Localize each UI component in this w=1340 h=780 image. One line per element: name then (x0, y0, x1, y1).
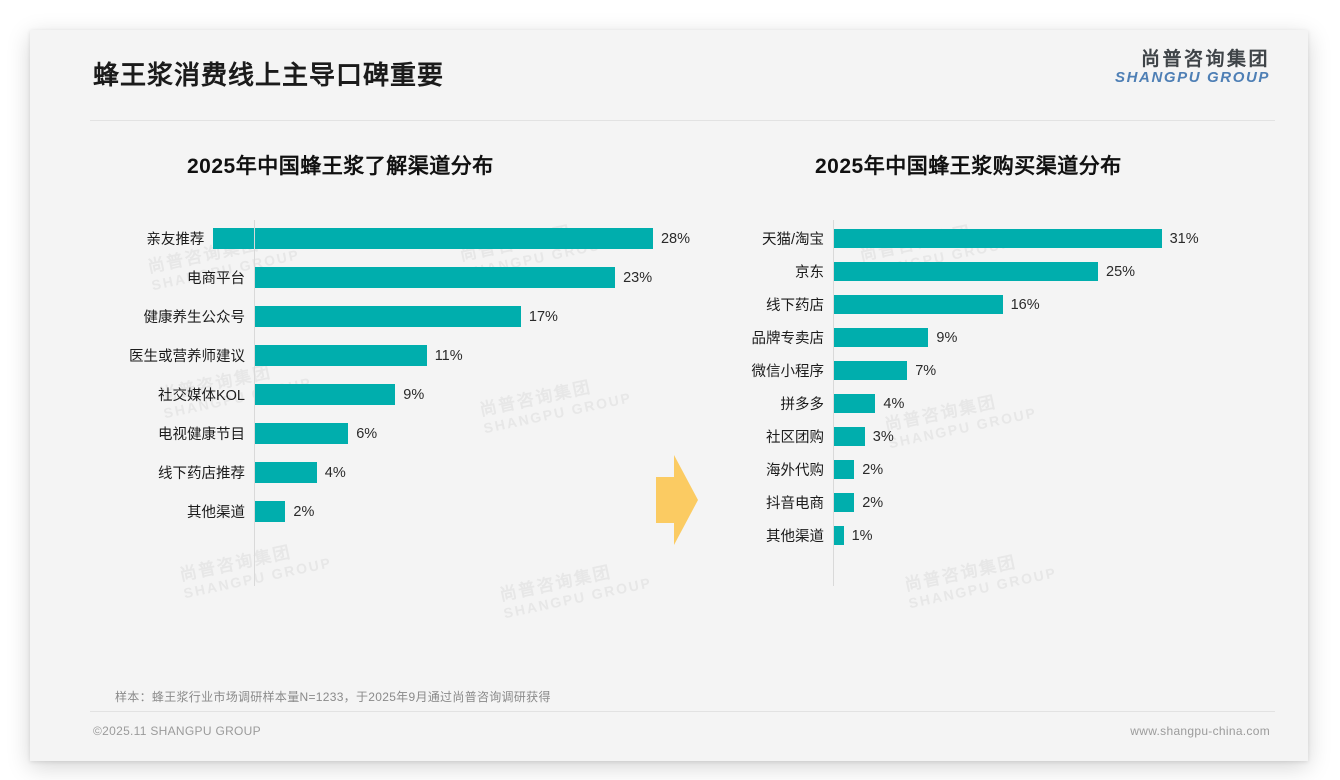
bar-row: 健康养生公众号 17% (90, 306, 690, 327)
bar-row: 亲友推荐 28% (90, 228, 690, 249)
bar-row: 品牌专卖店 9% (720, 327, 1280, 348)
bar-row: 拼多多 4% (720, 393, 1280, 414)
bar-row: 微信小程序 7% (720, 360, 1280, 381)
bar-category-label: 天猫/淘宝 (761, 232, 824, 248)
bar-category-label: 品牌专卖店 (751, 331, 825, 347)
bar (833, 328, 929, 347)
bar (254, 384, 396, 405)
bar (833, 526, 844, 545)
bar-row: 天猫/淘宝 31% (720, 228, 1280, 249)
bar-value-label: 2% (293, 503, 315, 520)
bar-category-label: 社交媒体KOL (157, 388, 245, 404)
bar-category-label: 其他渠道 (766, 529, 824, 545)
bar-category-label: 海外代购 (766, 463, 824, 479)
chart-title: 2025年中国蜂王浆了解渠道分布 (187, 155, 494, 178)
bar-value-label: 17% (528, 308, 558, 325)
bar-category-label: 线下药店 (766, 298, 824, 314)
bar-chart-purchase: 天猫/淘宝 31% 京东 25% 线下药店 16% 品牌专卖店 9% 微信小程序 7% 拼多多 4% 社… (720, 220, 1280, 586)
watermark-en: SHANGPU GROUP (182, 553, 334, 601)
watermark-en: SHANGPU GROUP (907, 563, 1059, 611)
bar (254, 267, 616, 288)
bar (254, 501, 286, 522)
bar-chart-awareness: 亲友推荐 28% 电商平台 23% 健康养生公众号 17% 医生或营养师建议 11% 社交媒体K… (90, 220, 690, 586)
bar-value-label: 9% (936, 329, 958, 346)
bar (833, 460, 855, 479)
chart-axis-line (833, 220, 834, 586)
bar-value-label: 2% (862, 494, 884, 511)
copyright-text: ©2025.11 SHANGPU GROUP (93, 724, 261, 738)
bar-category-label: 健康养生公众号 (143, 310, 246, 326)
bar-category-label: 社区团购 (766, 430, 824, 446)
bar (213, 228, 653, 249)
bar-value-label: 23% (623, 269, 653, 286)
bar-row: 海外代购 2% (720, 459, 1280, 480)
brand-logo: 尚普咨询集团 SHANGPU GROUP (1115, 50, 1270, 86)
bar-row: 社区团购 3% (720, 426, 1280, 447)
bar-category-label: 电商平台 (187, 271, 245, 287)
bar (833, 361, 908, 380)
slide-card: 蜂王浆消费线上主导口碑重要 尚普咨询集团 SHANGPU GROUP 尚普咨询集… (30, 30, 1308, 761)
bar (833, 295, 1003, 314)
bar-row: 医生或营养师建议 11% (90, 345, 690, 366)
watermark: 尚普咨询集团 SHANGPU GROUP (498, 555, 653, 621)
bar-value-label: 28% (660, 230, 690, 247)
bar-value-label: 4% (883, 395, 905, 412)
bar-value-label: 9% (403, 386, 425, 403)
bar-row: 抖音电商 2% (720, 492, 1280, 513)
watermark-en: SHANGPU GROUP (502, 573, 654, 621)
bar-category-label: 医生或营养师建议 (129, 349, 245, 365)
bar-value-label: 25% (1106, 263, 1136, 280)
bar-row: 电视健康节目 6% (90, 423, 690, 444)
bar (833, 493, 855, 512)
bar-value-label: 4% (324, 464, 346, 481)
logo-chinese-text: 尚普咨询集团 (1140, 49, 1270, 70)
bar (254, 345, 427, 366)
bar-category-label: 抖音电商 (766, 496, 824, 512)
bar (833, 427, 865, 446)
bar-row: 京东 25% (720, 261, 1280, 282)
bar-value-label: 11% (434, 347, 463, 364)
logo-english-text: SHANGPU GROUP (1115, 68, 1270, 86)
right-arrow-icon (652, 455, 700, 545)
bar-value-label: 6% (356, 425, 378, 442)
bar-value-label: 1% (851, 527, 873, 544)
page-title: 蜂王浆消费线上主导口碑重要 (93, 60, 445, 90)
source-footnote: 样本：蜂王浆行业市场调研样本量N=1233，于2025年9月通过尚普咨询调研获得 (115, 690, 551, 704)
bar-value-label: 7% (915, 362, 937, 379)
bar-category-label: 电视健康节目 (158, 427, 245, 443)
bar (833, 394, 876, 413)
bar-category-label: 其他渠道 (187, 505, 245, 521)
chart-panel-purchase: 2025年中国蜂王浆购买渠道分布 天猫/淘宝 31% 京东 25% 线下药店 16% 品牌专… (720, 150, 1280, 586)
watermark: 尚普咨询集团 SHANGPU GROUP (178, 535, 333, 601)
bar-row: 线下药店推荐 4% (90, 462, 690, 483)
bar (833, 262, 1098, 281)
bar-row: 其他渠道 2% (90, 501, 690, 522)
slide-footer: ©2025.11 SHANGPU GROUP www.shangpu-china… (30, 718, 1308, 760)
bar-value-label: 3% (872, 428, 894, 445)
header-divider (90, 120, 1275, 121)
bar (254, 423, 349, 444)
bar-value-label: 31% (1169, 230, 1199, 247)
watermark-cn: 尚普咨询集团 (497, 562, 614, 605)
bar-category-label: 线下药店推荐 (158, 466, 245, 482)
bar-row: 其他渠道 1% (720, 525, 1280, 546)
bar-row: 线下药店 16% (720, 294, 1280, 315)
bar-category-label: 京东 (795, 265, 824, 281)
chart-panel-awareness: 2025年中国蜂王浆了解渠道分布 亲友推荐 28% 电商平台 23% 健康养生公众号 17… (90, 150, 690, 586)
bar-category-label: 拼多多 (780, 397, 825, 413)
bar-category-label: 亲友推荐 (146, 232, 205, 248)
bar (254, 306, 521, 327)
footer-divider (90, 711, 1275, 712)
bar-category-label: 微信小程序 (751, 364, 825, 380)
bar-value-label: 16% (1010, 296, 1040, 313)
bar-row: 社交媒体KOL 9% (90, 384, 690, 405)
bar-row: 电商平台 23% (90, 267, 690, 288)
slide-header: 蜂王浆消费线上主导口碑重要 尚普咨询集团 SHANGPU GROUP (30, 30, 1308, 120)
chart-title: 2025年中国蜂王浆购买渠道分布 (815, 155, 1122, 178)
website-link[interactable]: www.shangpu-china.com (1130, 724, 1270, 738)
chart-axis-line (254, 220, 255, 586)
bar (254, 462, 317, 483)
bar (833, 229, 1162, 248)
bar-value-label: 2% (862, 461, 884, 478)
